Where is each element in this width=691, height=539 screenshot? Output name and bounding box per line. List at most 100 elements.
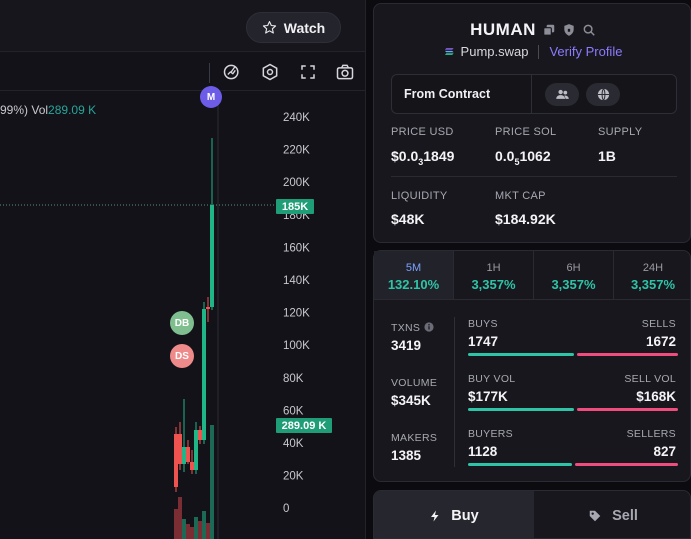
marker-ds[interactable]: DS xyxy=(170,344,194,368)
lightning-icon xyxy=(431,510,439,521)
buys-label: BUYS xyxy=(468,318,498,330)
solana-icon xyxy=(444,48,454,55)
candle-body xyxy=(210,205,214,307)
sub-divider xyxy=(538,44,540,59)
token-info-card: HUMAN Pump.swap Verify Profile From Cont… xyxy=(373,3,691,243)
legend-change: 99%) xyxy=(0,103,29,117)
tf-label: 5M xyxy=(405,262,422,274)
mktcap-value: $184.92K xyxy=(495,211,556,227)
y-tick-label: 220K xyxy=(283,145,310,157)
verify-profile-link[interactable]: Verify Profile xyxy=(549,44,623,59)
price-sol-label: PRICE SOL xyxy=(495,126,557,138)
buy-vol-label: BUY VOL xyxy=(468,373,516,385)
chart-topbar: Watch xyxy=(0,0,365,52)
stats-divider xyxy=(391,176,677,177)
website-button[interactable] xyxy=(586,83,620,106)
sell-tab[interactable]: Sell xyxy=(534,491,690,538)
buys-value: 1747 xyxy=(468,334,499,349)
price-sol-value: 0.051062 xyxy=(495,148,551,167)
y-tick-label: 200K xyxy=(283,177,310,189)
liquidity-value: $48K xyxy=(391,211,425,227)
mktcap-label: MKT CAP xyxy=(495,190,546,202)
y-tick-label: 120K xyxy=(283,308,310,320)
y-tick-label: 160K xyxy=(283,242,310,254)
buys-bar xyxy=(468,353,574,356)
copy-icon[interactable] xyxy=(542,23,556,37)
metrics-divider xyxy=(454,317,455,467)
y-tick-label: 0 xyxy=(283,503,289,515)
camera-icon[interactable] xyxy=(334,61,356,83)
makers-value: 1385 xyxy=(391,448,422,463)
chart-toolbar xyxy=(0,53,365,91)
chart-legend: 99%) Vol289.09 K xyxy=(0,103,96,117)
volume-bars xyxy=(174,425,214,539)
shield-icon[interactable] xyxy=(562,23,576,37)
users-icon xyxy=(555,89,569,99)
star-icon xyxy=(262,21,276,34)
sells-label: SELLS xyxy=(641,318,676,330)
sells-bar xyxy=(577,353,678,356)
sell-vol-value: $168K xyxy=(636,389,676,404)
contract-box: From Contract xyxy=(391,74,677,114)
tf-label: 1H xyxy=(486,262,501,274)
txn-stats-card: 5M 132.10% 1H 3,357% 6H 3,357% 24H 3,357… xyxy=(373,250,691,482)
y-tick-label: 140K xyxy=(283,275,310,287)
buy-vol-bar xyxy=(468,408,574,411)
marker-db[interactable]: DB xyxy=(170,311,194,335)
candle-body xyxy=(182,447,186,464)
legend-vol-value: 289.09 K xyxy=(48,103,97,117)
info-icon[interactable] xyxy=(424,322,434,332)
buyers-bar xyxy=(468,463,572,466)
y-tick-label: 40K xyxy=(283,438,304,450)
sellers-label: SELLERS xyxy=(626,428,676,440)
token-name: HUMAN xyxy=(470,20,536,39)
chart-panel: Watch 240K 220K 200K 180K 160K 140K 120K 100K 80… xyxy=(0,0,366,539)
search-icon[interactable] xyxy=(582,23,596,37)
watch-label: Watch xyxy=(283,19,326,36)
tf-change: 3,357% xyxy=(551,277,596,292)
globe-icon xyxy=(597,88,609,101)
volume-value: $345K xyxy=(391,393,431,408)
txns-label: TXNS xyxy=(391,322,421,334)
tab-24h[interactable]: 24H 3,357% xyxy=(614,251,691,299)
token-title-row: HUMAN xyxy=(374,20,691,40)
candle-body xyxy=(194,430,198,470)
marker-m[interactable]: M xyxy=(200,86,222,108)
fullscreen-icon[interactable] xyxy=(297,61,319,83)
settings-icon[interactable] xyxy=(259,61,281,83)
volume-bar xyxy=(186,524,190,539)
candle-body xyxy=(178,434,182,464)
price-chart[interactable]: 240K220K200K180K160K140K120K100K80K60K40… xyxy=(0,92,366,539)
tf-change: 3,357% xyxy=(630,277,676,292)
platform-link[interactable]: Pump.swap xyxy=(460,44,529,59)
sellers-value: 827 xyxy=(653,444,676,459)
makers-label: MAKERS xyxy=(391,432,438,444)
volume-bar xyxy=(206,523,210,539)
volume-bar xyxy=(202,511,206,539)
volume-bar xyxy=(198,521,202,539)
candle-body xyxy=(202,309,206,440)
volume-tag: 289.09 K xyxy=(276,418,332,433)
volume-bar xyxy=(178,497,182,539)
watch-button[interactable]: Watch xyxy=(246,12,341,43)
candle-body xyxy=(206,307,210,309)
tf-label: 24H xyxy=(642,262,664,274)
candle-body xyxy=(190,462,194,470)
candles xyxy=(174,138,214,492)
indicator-icon[interactable] xyxy=(221,61,243,83)
tab-6h[interactable]: 6H 3,357% xyxy=(534,251,614,299)
token-sub-row: Pump.swap Verify Profile xyxy=(374,44,691,59)
candle-body xyxy=(174,434,178,487)
buy-tab[interactable]: Buy xyxy=(374,491,534,538)
tf-label: 6H xyxy=(566,262,581,274)
tab-5m[interactable]: 5M 132.10% xyxy=(374,251,454,299)
community-button[interactable] xyxy=(545,83,579,106)
y-tick-label: 240K xyxy=(283,112,310,124)
toolbar-divider xyxy=(209,63,210,83)
supply-value: 1B xyxy=(598,148,616,164)
tab-1h[interactable]: 1H 3,357% xyxy=(454,251,534,299)
volume-bar xyxy=(174,509,178,539)
volume-label: VOLUME xyxy=(391,377,438,389)
contract-divider xyxy=(531,75,532,113)
